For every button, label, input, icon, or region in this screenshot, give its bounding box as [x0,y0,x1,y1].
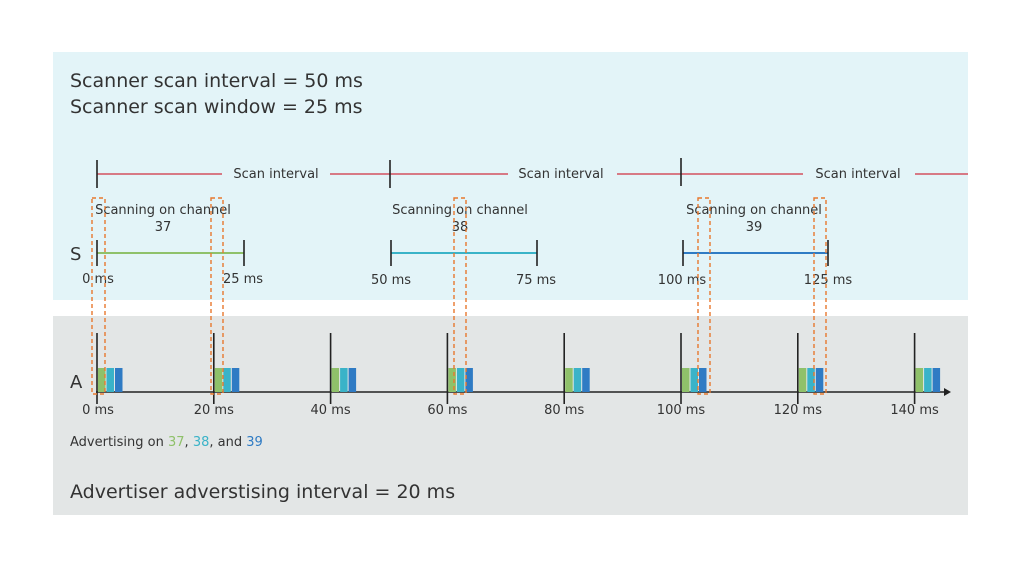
scanner-panel [53,52,968,300]
scan-window-start-38: 50 ms [371,273,411,288]
advertising-packet-ch37 [98,368,106,392]
advertising-channels-caption: Advertising on 37, 38, and 39 [70,435,263,450]
advertiser-tick-label: 120 ms [774,403,823,418]
scan-window-38 [390,240,538,266]
advertising-packet-ch39 [932,368,941,392]
advertising-packet-ch39 [115,368,123,392]
advertising-packet-ch39 [582,368,590,392]
advertising-packet-ch38 [807,368,815,392]
advertising-packet-ch37 [565,368,573,392]
advertising-packet-ch37 [798,368,807,392]
advertising-packet-ch38 [223,368,231,392]
advertising-packet-ch37 [448,368,456,392]
scan-interval-label: Scan interval [233,167,318,182]
scan-window-end-38: 75 ms [516,273,556,288]
advertising-packet-ch37 [682,368,690,392]
advertising-packet-ch39 [815,368,824,392]
scan-window-title-39: Scanning on channel [686,203,822,218]
overlap-box [453,197,467,395]
advertising-packet-ch37 [331,368,340,392]
advertiser-tick-label: 100 ms [657,403,706,418]
scan-interval-ticks [96,158,682,188]
advertising-event [913,333,941,404]
scan-window-channel-39: 39 [746,220,763,235]
scan-interval-label: Scan interval [518,167,603,182]
scan-window-39 [682,240,829,266]
overlap-box [210,197,224,395]
advertising-event [96,333,123,404]
advertiser-panel [53,316,968,515]
advertiser-tick-label: 140 ms [890,403,939,418]
advertising-event [796,333,824,404]
scan-window-37 [96,240,245,266]
advertising-packet-ch39 [231,368,240,392]
advertising-event [213,333,240,404]
advertising-packet-ch39 [465,368,473,392]
overlap-box [813,197,827,395]
advertising-packet-ch38 [573,368,582,392]
advertiser-tick-label: 0 ms [82,403,114,418]
advertiser-tick-label: 20 ms [194,403,234,418]
advertising-event [563,333,590,404]
advertiser-tick-label: 60 ms [427,403,467,418]
advertiser-tick-label: 80 ms [544,403,584,418]
scanner-window-heading: Scanner scan window = 25 ms [70,96,363,118]
advertising-packet-ch38 [924,368,932,392]
scan-window-title-37: Scanning on channel [95,203,231,218]
scan-window-start-37: 0 ms [82,272,114,287]
advertising-packet-ch37 [214,368,223,392]
advertising-packet-ch38 [456,368,465,392]
axis-arrow-icon [944,388,951,396]
advertiser-interval-heading: Advertiser adverstising interval = 20 ms [70,481,455,503]
scanner-row-label: S [70,244,81,265]
advertising-event [446,333,473,404]
advertiser-row-label: A [70,372,83,393]
overlap-markers [91,197,827,395]
advertiser-tick-labels: 0 ms 20 ms 40 ms 60 ms 80 ms 100 ms 120 ms 140 … [82,403,939,418]
advertising-packet-ch39 [699,368,707,392]
advertising-packet-ch37 [915,368,924,392]
advertising-packet-ch38 [690,368,698,392]
advertising-events [96,333,941,404]
scan-window-end-37: 25 ms [223,272,263,287]
advertising-event [329,333,357,404]
scan-window-channel-38: 38 [452,220,469,235]
scan-window-end-39: 125 ms [804,273,853,288]
scan-window-start-39: 100 ms [658,273,707,288]
scan-window-title-38: Scanning on channel [392,203,528,218]
advertising-event [680,333,707,404]
overlap-box [697,197,711,395]
scanner-interval-heading: Scanner scan interval = 50 ms [70,70,363,92]
advertiser-tick-label: 40 ms [311,403,351,418]
advertising-packet-ch38 [340,368,348,392]
advertising-packet-ch38 [106,368,114,392]
scan-window-channel-37: 37 [155,220,172,235]
advertising-packet-ch39 [348,368,357,392]
scan-interval-label: Scan interval [815,167,900,182]
